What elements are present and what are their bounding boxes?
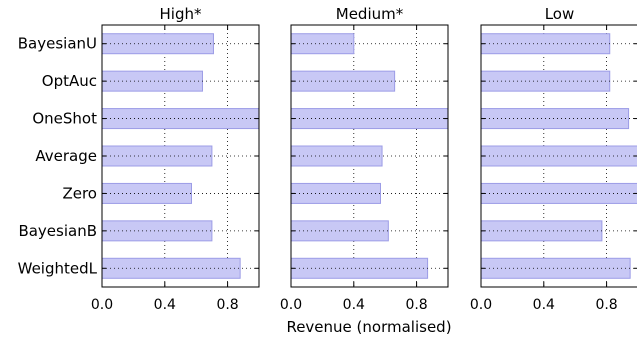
category-labels: BayesianU OptAuc OneShot Average Zero Bayesia…	[18, 35, 98, 278]
bar	[101, 108, 260, 130]
category-label: OneShot	[32, 110, 97, 128]
panel-title: Low	[545, 5, 575, 23]
x-axis-label: Revenue (normalised)	[286, 318, 451, 336]
panel: Low 0.0 0.4 0.8	[470, 5, 637, 313]
x-tick-label: 0.4	[343, 297, 365, 313]
x-tick-label: 0.8	[405, 297, 427, 313]
category-label: WeightedL	[18, 259, 98, 277]
x-tick-label: 0.0	[91, 297, 113, 313]
x-tick-label: 0.0	[470, 297, 492, 313]
panels: High* 0.0 0.4 0.8 Medium* 0.0 0.4 0.8 Low 0.0 0.4 0…	[91, 5, 637, 313]
bar	[101, 70, 203, 92]
panel: Medium* 0.0 0.4 0.8	[280, 5, 449, 313]
category-label: BayesianB	[18, 222, 97, 240]
x-tick-label: 0.4	[154, 297, 176, 313]
x-tick-label: 0.8	[595, 297, 617, 313]
x-tick-label: 0.4	[533, 297, 555, 313]
panel-frame	[101, 24, 260, 288]
panel-title: High*	[160, 5, 202, 23]
panel-frame	[480, 24, 637, 288]
category-label: Average	[35, 147, 97, 165]
bar	[290, 108, 449, 130]
bar	[480, 257, 631, 279]
bar	[290, 33, 355, 55]
x-tick-label: 0.8	[216, 297, 238, 313]
category-label: OptAuc	[42, 72, 97, 90]
x-tick-label: 0.0	[280, 297, 302, 313]
panel: High* 0.0 0.4 0.8	[91, 5, 260, 313]
category-label: Zero	[62, 184, 97, 202]
category-label: BayesianU	[18, 35, 97, 53]
bar	[480, 108, 630, 130]
panel-frame	[290, 24, 449, 288]
panel-title: Medium*	[336, 5, 404, 23]
bar	[290, 145, 383, 167]
